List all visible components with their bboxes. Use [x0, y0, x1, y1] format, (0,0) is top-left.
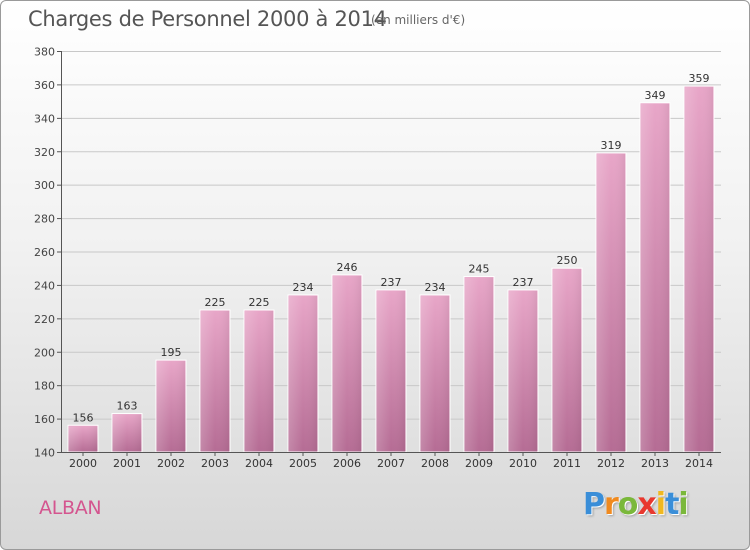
proxiti-logo: Proxiti: [583, 487, 689, 522]
x-tick-label: 2004: [245, 457, 273, 470]
bar-shine: [245, 310, 273, 452]
data-label: 359: [689, 72, 710, 85]
bar-shine: [333, 275, 361, 452]
data-label: 156: [73, 411, 94, 424]
data-label: 246: [337, 261, 358, 274]
bar-shine: [553, 269, 581, 452]
y-tick-label: 340: [34, 112, 55, 125]
bar-shine: [69, 426, 97, 452]
x-tick-label: 2006: [333, 457, 361, 470]
data-label: 349: [645, 89, 666, 102]
x-tick-label: 2001: [113, 457, 141, 470]
data-label: 234: [293, 281, 314, 294]
logo-letter: x: [637, 487, 656, 522]
y-tick-label: 200: [34, 346, 55, 359]
chart-title: Charges de Personnel 2000 à 2014: [28, 7, 387, 31]
data-label: 225: [249, 296, 270, 309]
logo-letter: t: [665, 487, 679, 522]
logo-letter: P: [583, 487, 605, 522]
logo-letter: r: [604, 487, 619, 522]
y-tick-label: 240: [34, 279, 55, 292]
x-tick-label: 2005: [289, 457, 317, 470]
x-tick-label: 2013: [641, 457, 669, 470]
data-label: 225: [205, 296, 226, 309]
bar-shine: [157, 361, 185, 452]
bar-shine: [421, 295, 449, 452]
data-label: 163: [117, 400, 138, 413]
y-tick-label: 300: [34, 179, 55, 192]
bar-shine: [641, 103, 669, 452]
x-tick-label: 2012: [597, 457, 625, 470]
y-tick-label: 140: [34, 447, 55, 460]
bar-shine: [113, 414, 141, 452]
bar-shine: [597, 153, 625, 452]
bar-shine: [509, 290, 537, 452]
x-tick-label: 2007: [377, 457, 405, 470]
y-tick-label: 160: [34, 413, 55, 426]
logo-letter: i: [655, 487, 666, 522]
y-tick-label: 280: [34, 213, 55, 226]
logo-letter: i: [678, 487, 688, 522]
y-tick-label: 360: [34, 79, 55, 92]
x-tick-label: 2011: [553, 457, 581, 470]
data-label: 237: [381, 276, 402, 289]
data-label: 195: [161, 346, 182, 359]
y-tick-label: 180: [34, 380, 55, 393]
x-tick-label: 2009: [465, 457, 493, 470]
y-tick-label: 320: [34, 146, 55, 159]
y-tick-label: 380: [34, 46, 55, 59]
bar-shine: [465, 277, 493, 452]
x-tick-label: 2000: [69, 457, 97, 470]
data-label: 234: [425, 281, 446, 294]
bar-shine: [289, 295, 317, 452]
x-tick-label: 2002: [157, 457, 185, 470]
data-label: 250: [557, 254, 578, 267]
x-tick-label: 2008: [421, 457, 449, 470]
y-tick-label: 220: [34, 313, 55, 326]
bar-shine: [377, 290, 405, 452]
y-tick-label: 260: [34, 246, 55, 259]
x-tick-label: 2010: [509, 457, 537, 470]
chart-subtitle: (en milliers d'€): [371, 13, 466, 27]
data-label: 237: [513, 276, 534, 289]
bar-shine: [685, 87, 713, 453]
data-label: 319: [601, 139, 622, 152]
data-label: 245: [469, 263, 490, 276]
x-tick-label: 2014: [685, 457, 713, 470]
x-tick-label: 2003: [201, 457, 229, 470]
bar-shine: [201, 310, 229, 452]
logo-letter: o: [617, 487, 639, 522]
commune-name: ALBAN: [39, 497, 102, 519]
